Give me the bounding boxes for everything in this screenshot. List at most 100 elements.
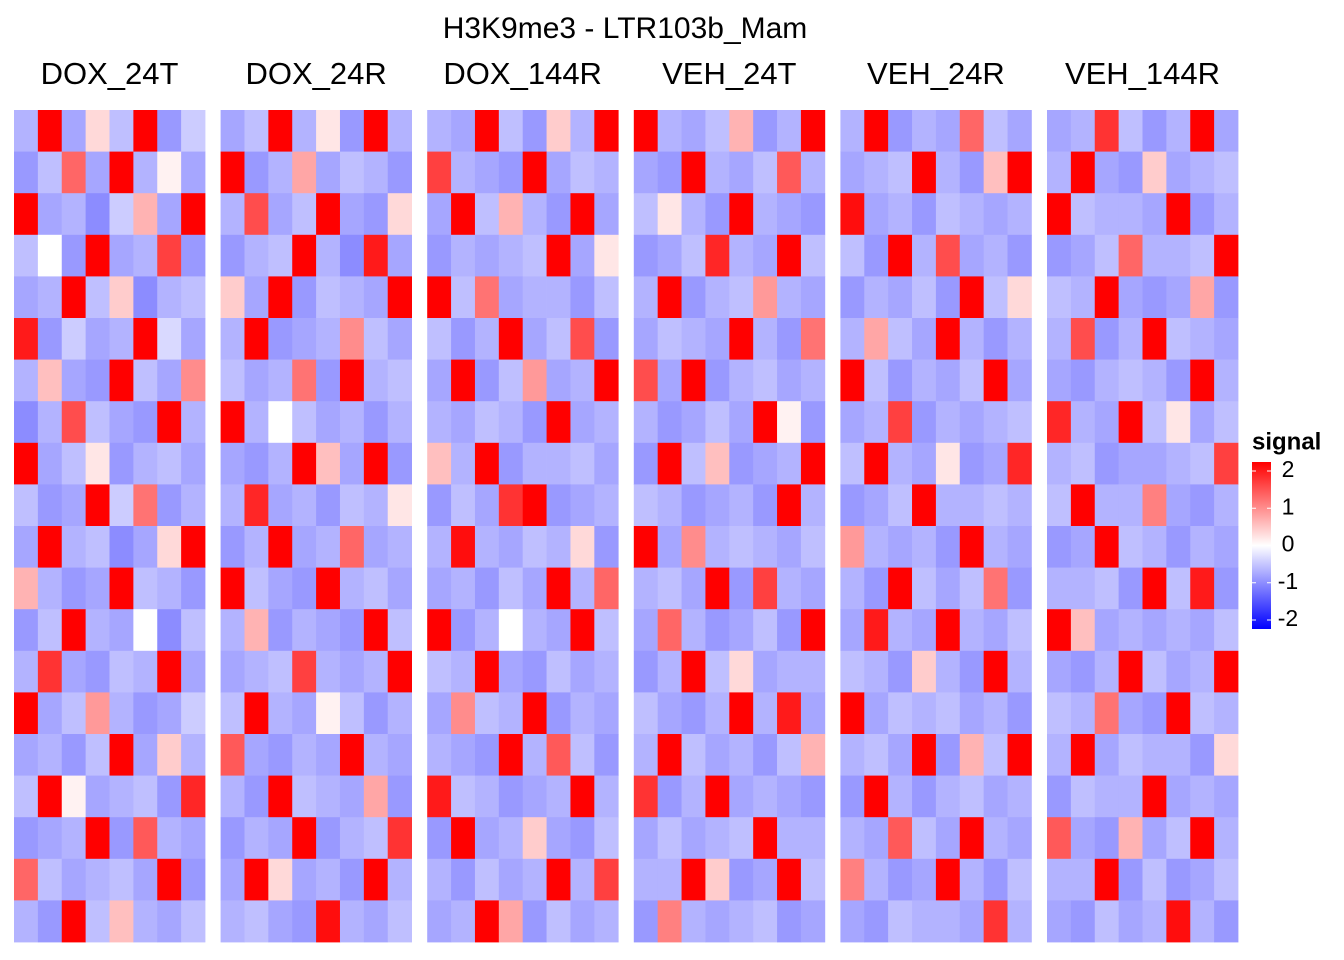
colorbar-tick-label: -2 bbox=[1278, 605, 1298, 631]
heatmap-cell bbox=[37, 110, 63, 152]
heatmap-cell bbox=[220, 900, 245, 943]
heatmap-cell bbox=[594, 858, 619, 901]
heatmap-cell bbox=[387, 110, 412, 152]
heatmap-cell bbox=[1047, 442, 1072, 485]
heatmap-cell bbox=[912, 359, 937, 402]
heatmap-cell bbox=[777, 318, 802, 360]
heatmap-cell bbox=[729, 567, 754, 610]
heatmap-cell bbox=[729, 401, 754, 444]
heatmap-cell bbox=[983, 734, 1008, 776]
heatmap-cell bbox=[61, 401, 87, 444]
heatmap-cell bbox=[133, 609, 158, 652]
heatmap-cell bbox=[14, 401, 39, 444]
heatmap-cell bbox=[316, 276, 341, 319]
heatmap-cell bbox=[427, 817, 452, 860]
heatmap-cell bbox=[840, 359, 865, 402]
heatmap-cell bbox=[157, 193, 182, 236]
heatmap-cell bbox=[800, 193, 826, 236]
heatmap-cell bbox=[840, 650, 865, 693]
heatmap-cell bbox=[633, 734, 659, 776]
heatmap-cell bbox=[363, 193, 389, 236]
heatmap-cell bbox=[594, 734, 619, 776]
heatmap-cell bbox=[292, 858, 317, 901]
heatmap-cell bbox=[959, 650, 985, 693]
heatmap-cell bbox=[840, 858, 865, 901]
heatmap-cell bbox=[474, 567, 500, 610]
heatmap-cell bbox=[1070, 151, 1096, 194]
heatmap-cell bbox=[339, 692, 365, 735]
heatmap-cell bbox=[1007, 567, 1032, 610]
heatmap-cell bbox=[864, 359, 889, 402]
heatmap-cell bbox=[753, 193, 778, 236]
heatmap-cell bbox=[959, 567, 985, 610]
heatmap-cell bbox=[133, 858, 158, 901]
panel-title: DOX_144R bbox=[443, 56, 602, 91]
heatmap-cell bbox=[244, 900, 269, 943]
heatmap-cell bbox=[244, 817, 269, 860]
heatmap-cell bbox=[570, 151, 595, 194]
heatmap-cell bbox=[1007, 858, 1032, 901]
heatmap-cell bbox=[157, 526, 182, 568]
heatmap-cell bbox=[522, 650, 547, 693]
heatmap-cell bbox=[935, 650, 961, 693]
heatmap-cell bbox=[1047, 318, 1072, 360]
heatmap-cell bbox=[363, 484, 389, 527]
heatmap-cell bbox=[522, 234, 547, 277]
heatmap-cell bbox=[633, 817, 659, 860]
heatmap-cell bbox=[1166, 484, 1191, 527]
heatmap-cell bbox=[1118, 692, 1143, 735]
heatmap-cell bbox=[1166, 817, 1191, 860]
heatmap-cell bbox=[935, 110, 961, 152]
heatmap-cell bbox=[959, 526, 985, 568]
heatmap-cell bbox=[1142, 234, 1167, 277]
heatmap-cell bbox=[1142, 442, 1167, 485]
heatmap-cell bbox=[1214, 775, 1239, 818]
heatmap-cell bbox=[85, 567, 110, 610]
colorbar bbox=[1252, 462, 1271, 629]
heatmap-cell bbox=[840, 900, 865, 943]
heatmap-cell bbox=[1118, 609, 1143, 652]
heatmap-cell bbox=[498, 193, 524, 236]
heatmap-cell bbox=[522, 734, 547, 776]
heatmap-cell bbox=[387, 484, 412, 527]
heatmap-cell bbox=[800, 900, 826, 943]
heatmap-cell bbox=[912, 734, 937, 776]
heatmap-cell bbox=[1118, 526, 1143, 568]
heatmap-cell bbox=[1190, 193, 1215, 236]
heatmap-cell bbox=[1007, 151, 1032, 194]
heatmap-cell bbox=[681, 609, 706, 652]
panel-title: VEH_144R bbox=[1065, 56, 1220, 91]
heatmap-cell bbox=[1214, 401, 1239, 444]
heatmap-cell bbox=[594, 900, 619, 943]
heatmap-cell bbox=[594, 151, 619, 194]
heatmap-cell bbox=[753, 318, 778, 360]
heatmap-cell bbox=[427, 858, 452, 901]
heatmap-cell bbox=[474, 318, 500, 360]
heatmap-cell bbox=[292, 484, 317, 527]
heatmap-cell bbox=[220, 650, 245, 693]
heatmap-cell bbox=[1142, 775, 1167, 818]
heatmap-cell bbox=[387, 775, 412, 818]
heatmap-cell bbox=[133, 318, 158, 360]
heatmap-cell bbox=[387, 692, 412, 735]
heatmap-cell bbox=[657, 110, 682, 152]
heatmap-cell bbox=[14, 442, 39, 485]
heatmap-cell bbox=[292, 650, 317, 693]
heatmap-cell bbox=[657, 484, 682, 527]
heatmap-cell bbox=[85, 775, 110, 818]
heatmap-cell bbox=[244, 401, 269, 444]
heatmap-cell bbox=[777, 775, 802, 818]
heatmap-cell bbox=[633, 775, 659, 818]
heatmap-cell bbox=[157, 401, 182, 444]
heatmap-cell bbox=[474, 193, 500, 236]
heatmap-cell bbox=[316, 609, 341, 652]
heatmap-cell bbox=[427, 775, 452, 818]
heatmap-cell bbox=[1118, 484, 1143, 527]
heatmap-cell bbox=[753, 151, 778, 194]
heatmap-cell bbox=[157, 775, 182, 818]
heatmap-cell bbox=[729, 484, 754, 527]
heatmap-cell bbox=[1214, 900, 1239, 943]
heatmap-cell bbox=[339, 401, 365, 444]
heatmap-cell bbox=[498, 526, 524, 568]
heatmap-cell bbox=[1190, 442, 1215, 485]
